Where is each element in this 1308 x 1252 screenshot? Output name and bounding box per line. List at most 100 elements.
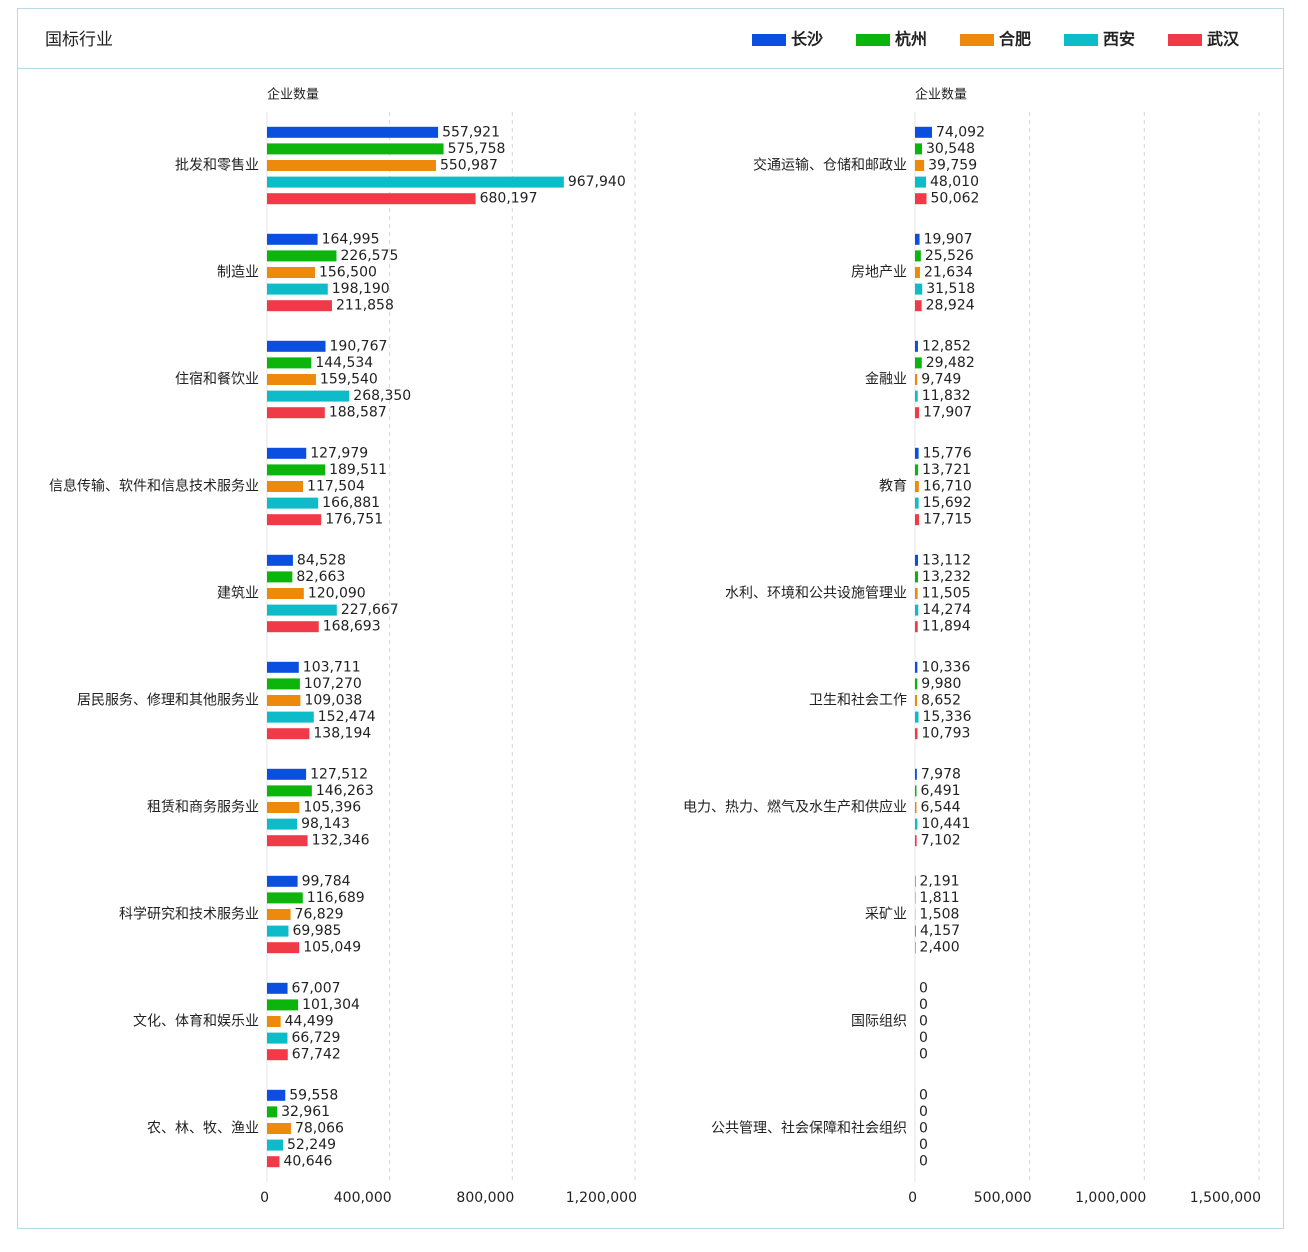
value-label: 107,270 [304,676,362,692]
value-label: 13,112 [922,552,971,568]
bar [267,1106,278,1118]
axis-title: 企业数量 [267,87,319,103]
bar [915,497,919,509]
x-tick-label: 500,000 [974,1190,1032,1206]
bar [267,835,308,847]
y-tick-label: 房地产业 [851,265,907,281]
bar [915,193,927,205]
value-label: 15,692 [923,495,972,511]
legend-swatch [1168,34,1202,46]
y-tick-label: 电力、热力、燃气及水生产和供应业 [683,799,907,816]
y-tick-label: 交通运输、仓储和邮政业 [753,157,907,174]
bar [915,447,919,459]
bar [915,661,918,673]
value-label: 15,776 [923,445,972,461]
bar [915,604,919,616]
value-label: 168,693 [323,619,381,635]
bar [267,447,307,459]
value-label: 0 [919,1014,928,1030]
value-label: 13,232 [922,569,971,585]
bar [267,1123,291,1134]
value-label: 25,526 [925,248,974,264]
value-label: 10,336 [921,659,970,675]
value-label: 226,575 [340,248,398,264]
value-label: 103,711 [303,659,361,675]
value-label: 189,511 [329,462,387,478]
value-label: 10,793 [921,726,970,742]
value-label: 69,985 [292,923,341,939]
bar [267,143,444,155]
x-tick-label: 400,000 [334,1190,392,1206]
y-tick-label: 公共管理、社会保障和社会组织 [711,1121,907,1137]
y-tick-label: 制造业 [217,265,259,281]
bar [267,818,298,830]
value-label: 11,505 [922,586,971,602]
bar [267,942,300,954]
value-label: 52,249 [287,1137,336,1153]
bar [915,711,919,723]
y-tick-label: 科学研究和技术服务业 [119,907,259,923]
bar [915,728,918,740]
value-label: 48,010 [930,174,979,190]
value-label: 39,759 [928,158,977,174]
bar [267,176,564,188]
bar [267,267,315,278]
value-label: 105,396 [303,800,361,816]
legend-swatch [856,34,890,46]
value-label: 120,090 [308,586,366,602]
bar [915,695,917,706]
value-label: 28,924 [926,298,975,314]
value-label: 101,304 [302,997,360,1013]
bar [267,126,439,138]
value-label: 116,689 [307,890,365,906]
value-label: 680,197 [480,191,538,207]
y-tick-label: 国际组织 [851,1014,907,1030]
panel-title: 国标行业 [45,30,113,50]
bar [267,250,337,262]
bar [915,925,916,937]
value-label: 98,143 [301,816,350,832]
value-label: 109,038 [304,693,362,709]
value-label: 30,548 [926,141,975,157]
y-tick-label: 文化、体育和娱乐业 [133,1014,259,1030]
value-label: 1,508 [919,907,959,923]
bar [267,1016,281,1027]
value-label: 4,157 [920,923,960,939]
value-label: 99,784 [302,873,351,889]
y-tick-label: 教育 [879,479,907,495]
bar [267,193,476,205]
bar [267,497,319,509]
bar [915,233,920,245]
y-tick-label: 居民服务、修理和其他服务业 [77,693,259,709]
y-tick-label: 水利、环境和公共设施管理业 [725,586,907,602]
bar [267,160,436,171]
bar [267,892,303,904]
bar [267,604,337,616]
value-label: 40,646 [283,1154,332,1170]
bar [915,374,918,385]
value-label: 2,400 [920,940,960,956]
value-label: 16,710 [923,479,972,495]
bar [267,661,299,673]
bar [915,571,919,583]
value-label: 198,190 [332,281,390,297]
y-tick-label: 金融业 [865,372,907,388]
value-label: 132,346 [312,833,370,849]
value-label: 14,274 [922,602,971,618]
bar [267,1049,288,1061]
value-label: 78,066 [295,1121,344,1137]
bar [267,357,312,369]
value-label: 84,528 [297,552,346,568]
value-label: 67,742 [292,1047,341,1063]
bar [915,250,921,262]
value-label: 156,500 [319,265,377,281]
bar [915,176,927,188]
bar [915,143,923,155]
legend-label: 杭州 [895,30,927,49]
value-label: 8,652 [921,693,961,709]
legend-swatch [960,34,994,46]
value-label: 127,512 [310,766,368,782]
value-label: 82,663 [296,569,345,585]
